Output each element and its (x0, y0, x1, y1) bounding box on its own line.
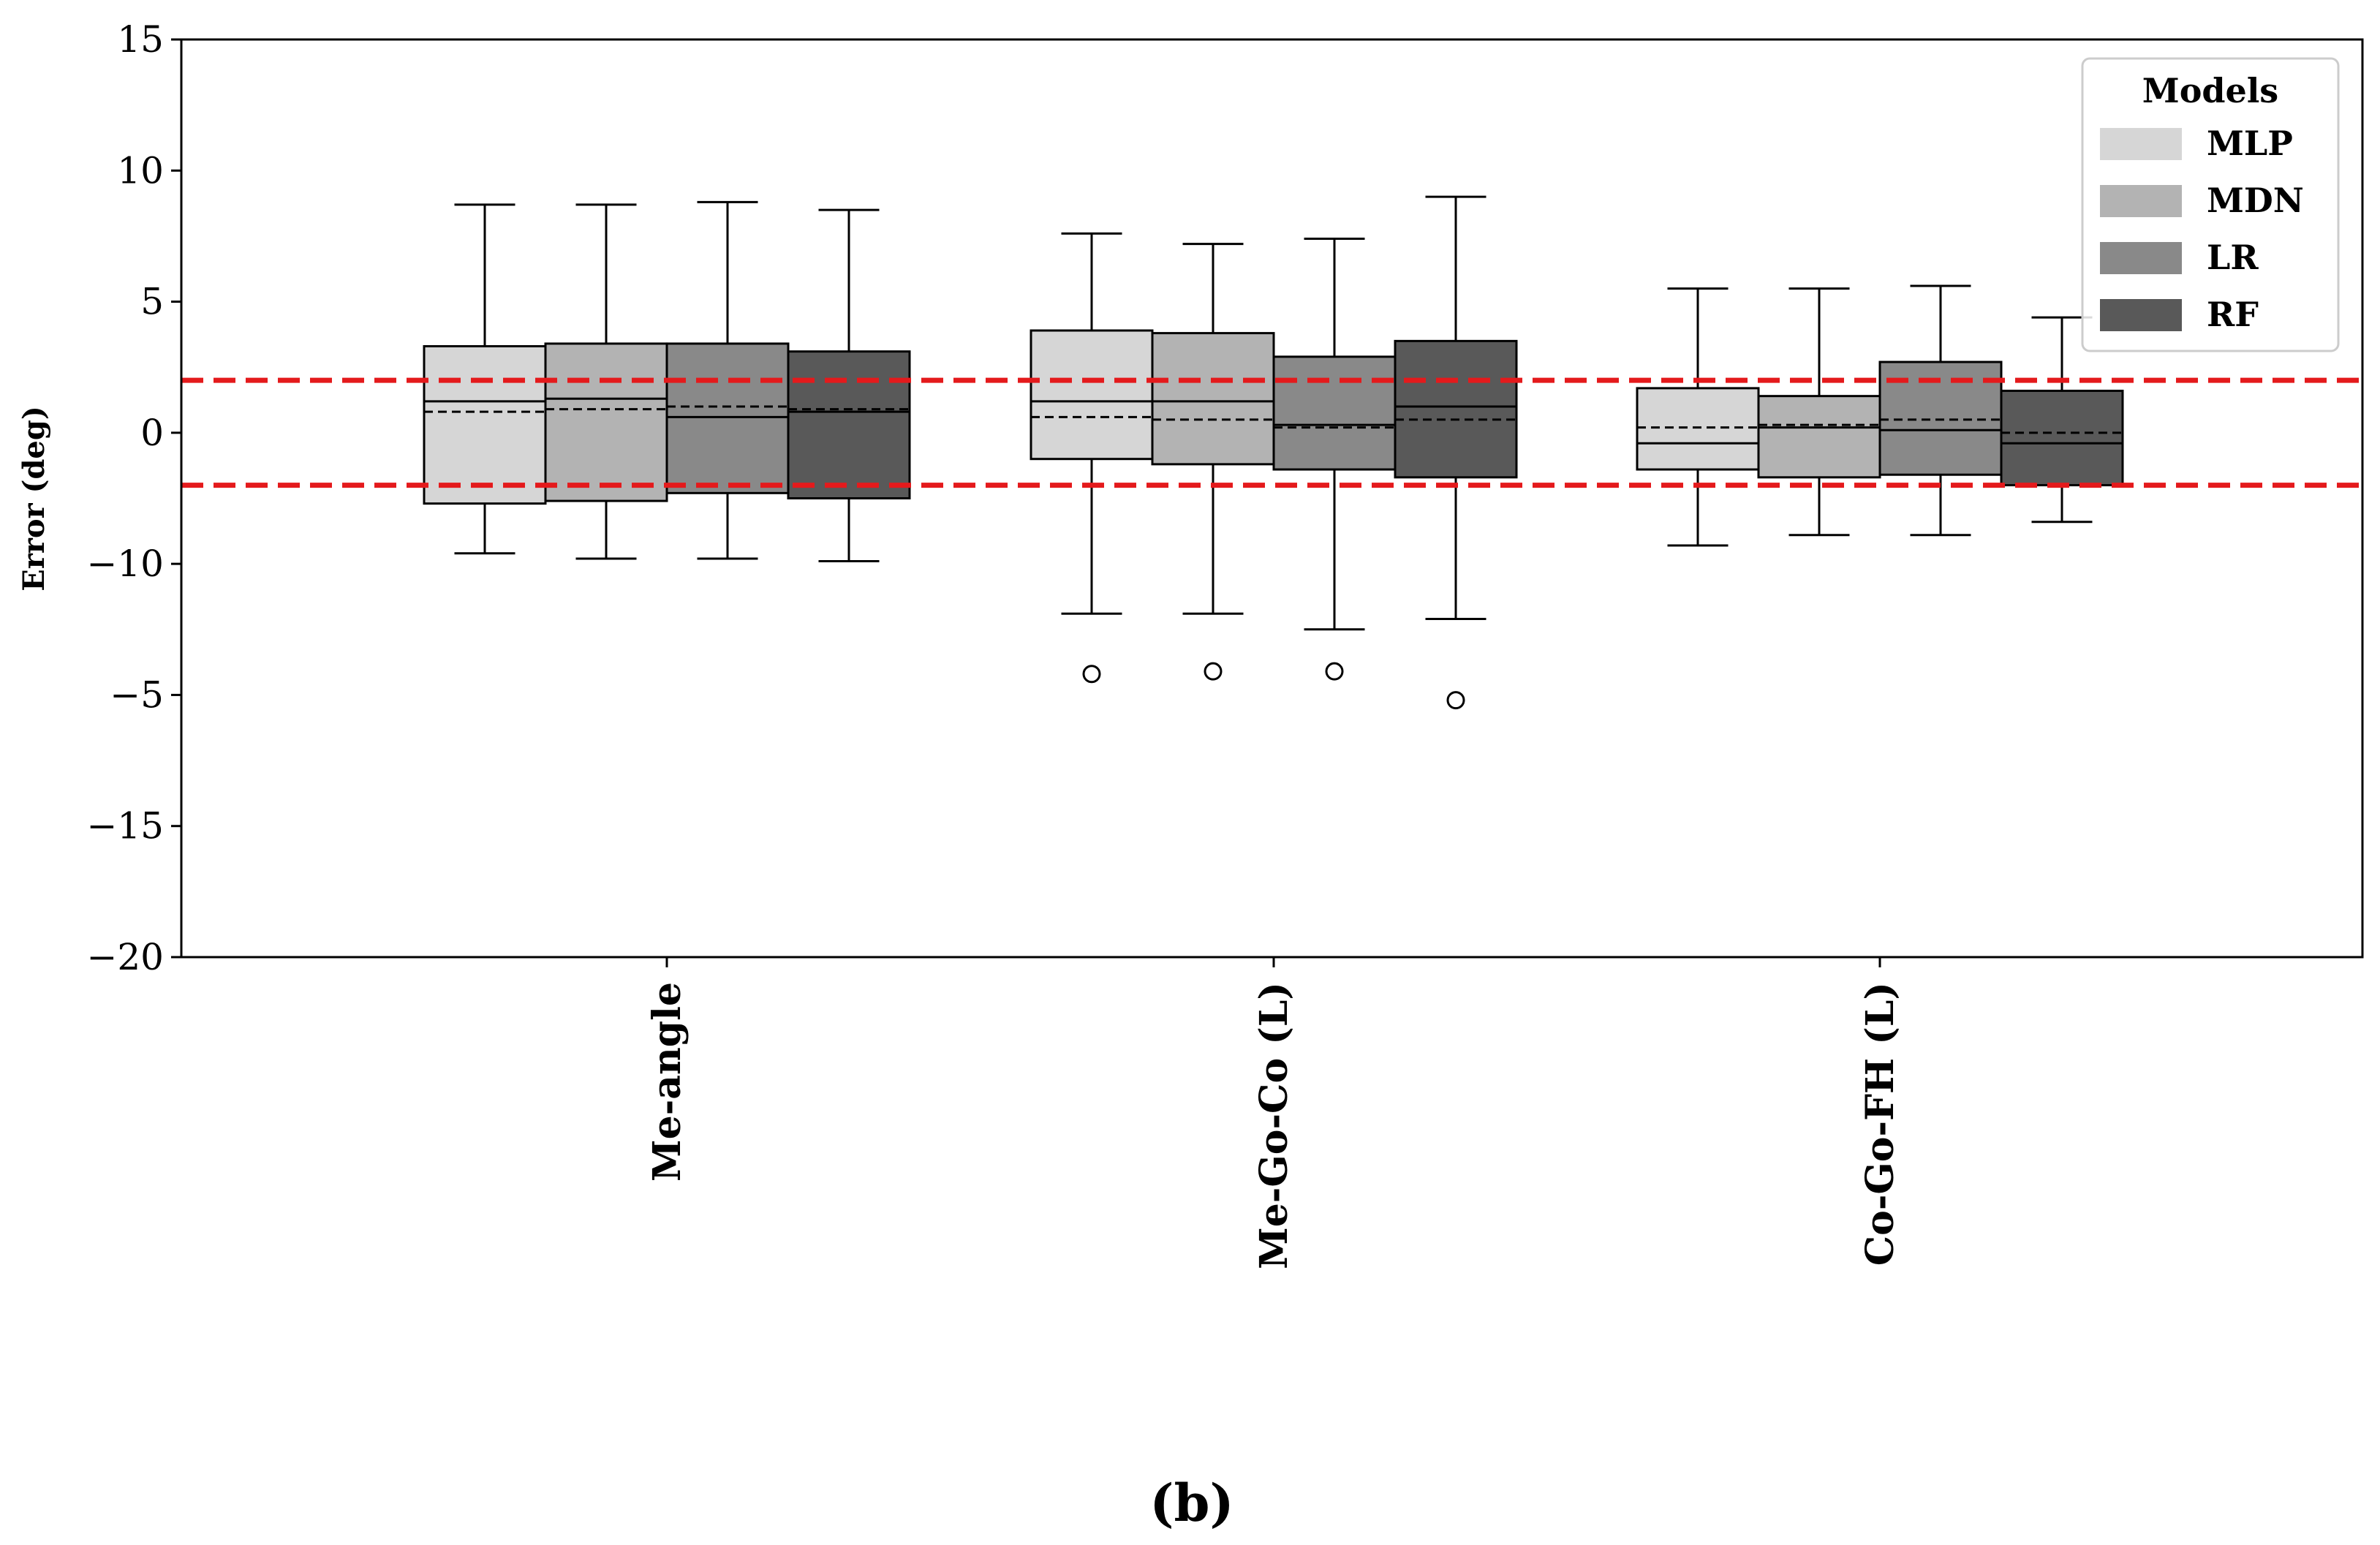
x-axis: Me-angle Me-Go-Co (L) Co-Go-FH (L) (645, 957, 1903, 1269)
plot-frame (180, 38, 2364, 959)
box-lr-3 (1878, 284, 2003, 537)
box-mlp-3 (1636, 287, 1760, 547)
y-tick-label: −20 (86, 936, 164, 978)
y-tick-label: 0 (140, 412, 164, 454)
legend-item-mlp: MLP (2100, 124, 2293, 163)
plot-content (181, 195, 2362, 710)
outlier-point (1204, 662, 1223, 681)
iqr-box (1030, 329, 1154, 461)
box-mdn-1 (544, 203, 668, 560)
legend-swatch (2100, 242, 2182, 274)
legend-swatch (2100, 185, 2182, 217)
outlier-point (1446, 691, 1465, 710)
legend-label: LR (2207, 238, 2259, 277)
legend-label: RF (2207, 295, 2259, 334)
y-axis: 15 10 5 0 −10 −5 −15 −20 (86, 18, 181, 978)
y-tick-label: −10 (86, 543, 164, 585)
iqr-box (544, 342, 668, 502)
legend-swatch (2100, 299, 2182, 331)
y-tick-label: −5 (110, 673, 164, 716)
iqr-box (665, 342, 790, 494)
iqr-box (1151, 332, 1275, 466)
iqr-box (1272, 355, 1397, 471)
legend-label: MDN (2207, 181, 2304, 220)
x-tick-label: Me-angle (645, 982, 690, 1182)
legend-item-mdn: MDN (2100, 181, 2304, 220)
x-tick-label: Co-Go-FH (L) (1858, 982, 1903, 1266)
legend-item-lr: LR (2100, 238, 2259, 277)
iqr-box (1394, 339, 1518, 479)
iqr-box (1757, 395, 1881, 479)
legend-item-rf: RF (2100, 295, 2259, 334)
legend-swatch (2100, 128, 2182, 160)
box-mdn-2 (1151, 243, 1275, 681)
y-tick-label: −15 (86, 805, 164, 847)
iqr-box (787, 350, 911, 500)
iqr-box (1636, 387, 1760, 471)
legend-title: Models (2142, 71, 2278, 110)
y-tick-label: 15 (117, 18, 164, 61)
legend: Models MLP MDN LR RF (2081, 57, 2340, 352)
legend-label: MLP (2207, 124, 2293, 163)
box-rf-1 (787, 208, 911, 563)
figure-caption: (b) (1149, 1473, 1234, 1533)
y-tick-label: 5 (140, 281, 164, 323)
y-tick-label: 10 (117, 149, 164, 192)
iqr-box (423, 345, 547, 505)
box-mdn-3 (1757, 287, 1881, 537)
iqr-box (2000, 389, 2124, 487)
x-tick-label: Me-Go-Co (L) (1252, 982, 1296, 1269)
box-mlp-1 (423, 203, 547, 555)
box-lr-2 (1272, 238, 1397, 681)
outlier-point (1082, 665, 1101, 684)
box-lr-1 (665, 200, 790, 560)
y-axis-title: Error (deg) (17, 406, 51, 592)
box-mlp-2 (1030, 232, 1154, 684)
box-rf-2 (1394, 195, 1518, 710)
outlier-point (1325, 662, 1344, 681)
